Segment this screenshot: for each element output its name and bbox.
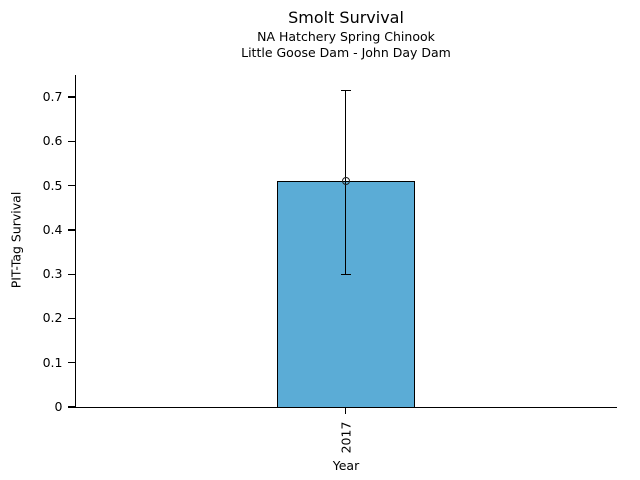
y-tick-label: 0.7 [42,89,63,105]
chart-title: Smolt Survival [288,8,404,27]
x-tick-label-2017: 2017 [338,421,354,453]
y-tick-mark [67,96,75,98]
chart-header: Smolt Survival NA Hatchery Spring Chinoo… [75,8,617,60]
errorbar-cap-bottom [340,273,351,275]
y-tick-mark [67,185,75,187]
chart-subtitle-population: NA Hatchery Spring Chinook [257,29,435,44]
y-tick-mark [67,317,75,320]
y-tick-label: 0.5 [42,177,63,193]
bar-value-marker [341,177,350,186]
y-tick-mark [67,273,75,275]
x-tick-label-wrap: 2017 [324,416,368,458]
y-axis-spine [74,75,76,409]
y-tick-label: 0.1 [42,354,63,370]
y-tick-label: 0.3 [42,266,63,282]
chart-subtitle-reach: Little Goose Dam - John Day Dam [241,44,451,60]
y-tick-label: 0.2 [42,310,63,326]
x-axis-label: Year [332,458,360,473]
errorbar-cap-top [340,89,351,92]
y-tick-mark [67,229,75,231]
y-tick-mark [67,406,75,408]
y-tick-mark [67,362,75,364]
y-tick-label: 0 [54,399,63,414]
y-tick-label: 0.4 [42,221,63,237]
y-tick-label: 0.6 [42,133,63,149]
y-tick-mark [67,140,75,143]
x-tick-mark [345,408,347,415]
